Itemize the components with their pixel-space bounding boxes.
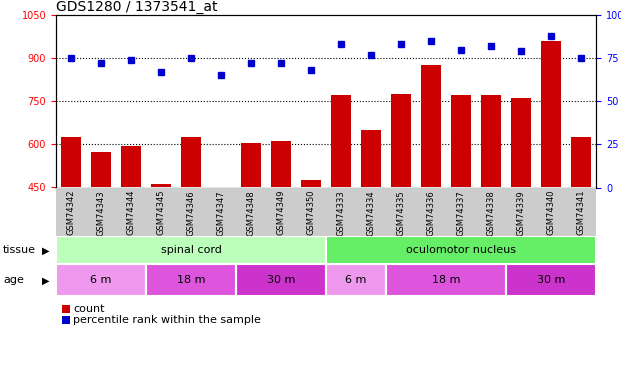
Text: GSM74338: GSM74338 <box>487 190 496 236</box>
Bar <box>331 96 351 188</box>
Text: GSM74345: GSM74345 <box>156 190 165 236</box>
Bar <box>91 152 111 188</box>
Text: 6 m: 6 m <box>90 275 112 285</box>
Bar <box>326 236 596 264</box>
Bar <box>511 98 531 188</box>
Text: oculomotor nucleus: oculomotor nucleus <box>406 245 516 255</box>
Text: 18 m: 18 m <box>432 275 460 285</box>
Text: GSM74335: GSM74335 <box>397 190 406 236</box>
Text: percentile rank within the sample: percentile rank within the sample <box>73 315 261 325</box>
Bar <box>506 264 596 296</box>
Bar <box>211 187 231 188</box>
Text: ▶: ▶ <box>42 245 50 255</box>
Text: GSM74347: GSM74347 <box>217 190 225 236</box>
Bar <box>361 130 381 188</box>
Text: GSM74333: GSM74333 <box>337 190 345 236</box>
Bar <box>121 146 141 188</box>
Bar <box>301 180 321 188</box>
Bar <box>391 94 411 188</box>
Text: GSM74337: GSM74337 <box>456 190 466 236</box>
Bar <box>56 264 146 296</box>
Bar <box>151 184 171 188</box>
Text: 18 m: 18 m <box>177 275 205 285</box>
Bar <box>421 65 441 188</box>
Bar <box>271 141 291 188</box>
Text: GSM74342: GSM74342 <box>66 190 75 236</box>
Text: GSM74336: GSM74336 <box>427 190 435 236</box>
Text: GSM74349: GSM74349 <box>276 190 286 236</box>
Text: age: age <box>3 275 24 285</box>
Text: GSM74339: GSM74339 <box>517 190 525 236</box>
Text: GSM74348: GSM74348 <box>247 190 255 236</box>
Bar <box>481 96 501 188</box>
Bar <box>241 143 261 188</box>
Bar <box>451 96 471 188</box>
Text: tissue: tissue <box>3 245 36 255</box>
Text: ▶: ▶ <box>42 275 50 285</box>
Bar <box>61 137 81 188</box>
Text: count: count <box>73 304 105 314</box>
Text: GSM74346: GSM74346 <box>186 190 196 236</box>
Bar <box>236 264 326 296</box>
Bar <box>571 137 591 188</box>
Bar <box>542 41 561 188</box>
Text: GSM74340: GSM74340 <box>546 190 556 236</box>
Text: GSM74341: GSM74341 <box>577 190 586 236</box>
Text: 30 m: 30 m <box>537 275 565 285</box>
Bar <box>326 264 386 296</box>
Text: GSM74334: GSM74334 <box>366 190 376 236</box>
Bar <box>181 137 201 188</box>
Text: GSM74344: GSM74344 <box>127 190 135 236</box>
Bar <box>386 264 506 296</box>
Text: 6 m: 6 m <box>345 275 367 285</box>
Text: GDS1280 / 1373541_at: GDS1280 / 1373541_at <box>56 0 217 14</box>
Text: 30 m: 30 m <box>267 275 295 285</box>
Text: GSM74343: GSM74343 <box>96 190 106 236</box>
Bar <box>146 264 236 296</box>
Text: spinal cord: spinal cord <box>160 245 222 255</box>
Text: GSM74350: GSM74350 <box>307 190 315 236</box>
Bar <box>56 236 326 264</box>
